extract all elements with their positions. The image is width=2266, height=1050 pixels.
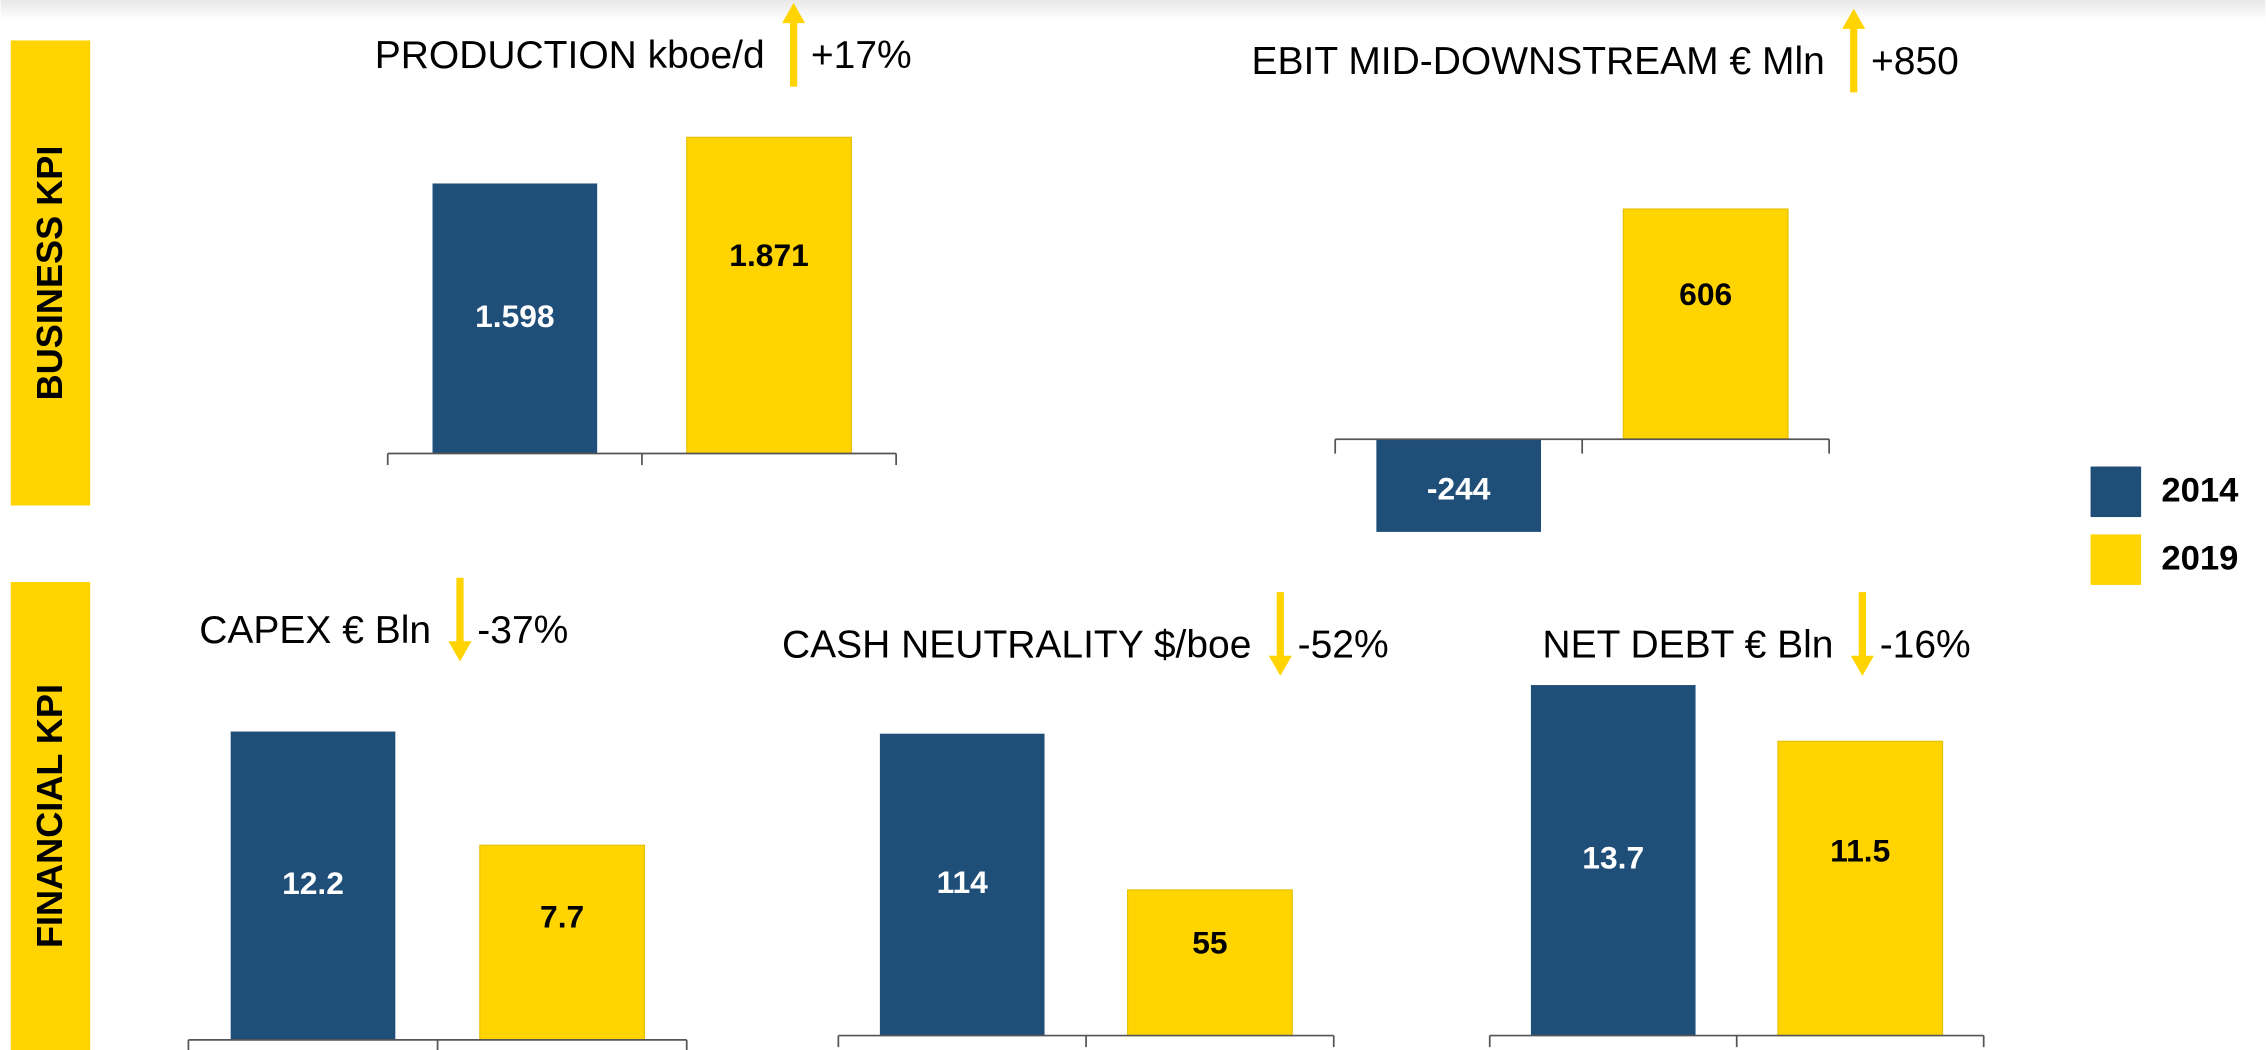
legend-swatch	[2090, 534, 2142, 585]
bar	[1127, 889, 1293, 1037]
bar	[1530, 685, 1696, 1036]
change-value: +17%	[811, 34, 912, 77]
legend-label: 2019	[2161, 540, 2238, 578]
value-label: 13.7	[1582, 840, 1644, 876]
bar	[1777, 740, 1944, 1037]
section-band	[10, 40, 91, 506]
value-label: 11.5	[1830, 833, 1890, 869]
chart-title: EBIT MID-DOWNSTREAM € Mln	[1252, 40, 1825, 83]
bar	[230, 731, 396, 1040]
chart-title: PRODUCTION kboe/d	[375, 34, 765, 77]
change-arrowhead	[1268, 655, 1292, 676]
change-value: -16%	[1880, 623, 1971, 666]
value-label: 1.598	[475, 298, 554, 334]
section-label: BUSINESS KPI	[29, 146, 70, 401]
top-shade	[0, 0, 2266, 21]
bar	[432, 183, 598, 454]
bar	[1376, 439, 1542, 532]
value-label: 55	[1192, 925, 1227, 961]
change-arrowhead	[782, 2, 806, 24]
change-arrowhead	[1842, 8, 1866, 29]
bar	[1622, 208, 1789, 440]
bar	[479, 844, 646, 1041]
legend-swatch	[2090, 466, 2142, 518]
value-label: 12.2	[282, 865, 344, 901]
change-arrowhead	[448, 641, 472, 662]
chart-title: CAPEX € Bln	[199, 609, 431, 652]
change-arrowhead	[1850, 655, 1874, 676]
section-band	[10, 582, 91, 1050]
value-label: 114	[937, 864, 989, 900]
value-label: 606	[1679, 276, 1732, 312]
chart-title: NET DEBT € Bln	[1542, 623, 1833, 666]
legend-label: 2014	[2161, 472, 2239, 510]
value-label: 1.871	[729, 237, 809, 273]
bar	[686, 136, 852, 455]
change-value: -52%	[1298, 623, 1389, 666]
section-label: FINANCIAL KPI	[29, 684, 70, 948]
bar	[879, 733, 1045, 1036]
chart-title: CASH NEUTRALITY $/boe	[782, 623, 1251, 666]
change-value: -37%	[477, 609, 568, 652]
value-label: -244	[1427, 471, 1491, 507]
value-label: 7.7	[540, 899, 584, 935]
change-value: +850	[1871, 40, 1959, 83]
